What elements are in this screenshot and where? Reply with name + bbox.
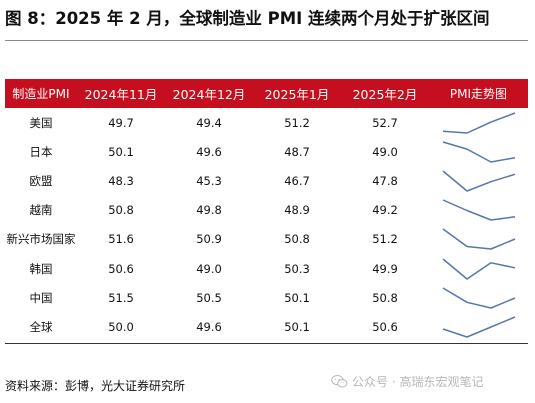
pmi-value-cell: 50.8: [372, 290, 398, 305]
watermark-text: 公众号 · 高瑞东宏观笔记: [352, 374, 484, 389]
sparkline-cell: [429, 283, 528, 312]
sparkline-cell: [429, 225, 528, 254]
pmi-value-cell: 50.8: [284, 232, 310, 247]
pmi-value-cell: 50.1: [108, 144, 134, 159]
sparkline-line: [442, 170, 515, 192]
col-header-indicator: 制造业PMI: [5, 79, 77, 108]
pmi-sparkline: [442, 287, 515, 309]
sparkline-cell: [429, 254, 528, 283]
pmi-value-cell: 47.8: [372, 173, 398, 188]
pmi-value-cell: 50.3: [284, 261, 310, 276]
sparkline-cell: [429, 166, 528, 195]
pmi-value-cell: 49.7: [108, 115, 134, 130]
sparkline-line: [442, 257, 515, 280]
pmi-value-cell: 49.0: [196, 261, 222, 276]
table-row: 欧盟 48.3 45.3 46.7 47.8: [5, 166, 528, 195]
sparkline-line: [442, 141, 515, 163]
col-header-2024-11: 2024年11月: [77, 79, 165, 108]
pmi-value-cell: 49.9: [372, 261, 398, 276]
table-row: 全球 50.0 49.6 50.1 50.6: [5, 312, 528, 341]
pmi-sparkline: [442, 111, 515, 134]
table-row: 越南 50.8 49.8 48.9 49.2: [5, 196, 528, 225]
row-label: 新兴市场国家: [6, 232, 76, 247]
watermark: 公众号 · 高瑞东宏观笔记: [331, 371, 483, 391]
sparkline-line: [442, 228, 515, 251]
row-label: 越南: [29, 203, 53, 218]
pmi-sparkline: [442, 257, 515, 280]
wechat-icon: [331, 374, 348, 387]
table-row: 美国 49.7 49.4 51.2 52.7: [5, 108, 528, 137]
table-bottom-rule: [5, 343, 528, 344]
table-row: 中国 51.5 50.5 50.1 50.8: [5, 283, 528, 312]
pmi-table: 制造业PMI 2024年11月 2024年12月 2025年1月 2025年2月…: [5, 79, 528, 342]
pmi-value-cell: 49.4: [196, 115, 222, 130]
sparkline-cell: [429, 137, 528, 166]
col-header-2025-02: 2025年2月: [341, 79, 429, 108]
pmi-value-cell: 50.1: [284, 290, 310, 305]
table-row: 韩国 50.6 49.0 50.3 49.9: [5, 254, 528, 283]
pmi-value-cell: 50.6: [108, 261, 134, 276]
pmi-value-cell: 50.9: [196, 232, 222, 247]
pmi-value-cell: 52.7: [372, 115, 398, 130]
source-note: 资料来源：彭博，光大证券研究所: [5, 379, 186, 393]
pmi-value-cell: 51.5: [108, 290, 134, 305]
pmi-value-cell: 48.7: [284, 144, 310, 159]
pmi-value-cell: 45.3: [196, 173, 222, 188]
col-header-2025-01: 2025年1月: [253, 79, 341, 108]
pmi-value-cell: 49.2: [372, 203, 398, 218]
row-label: 全球: [29, 319, 53, 334]
pmi-value-cell: 51.2: [372, 232, 398, 247]
pmi-value-cell: 50.8: [108, 203, 134, 218]
pmi-value-cell: 46.7: [284, 173, 310, 188]
pmi-value-cell: 50.1: [284, 319, 310, 334]
row-label: 日本: [29, 144, 53, 159]
table-header-row: 制造业PMI 2024年11月 2024年12月 2025年1月 2025年2月…: [5, 79, 528, 108]
row-label: 韩国: [29, 261, 53, 276]
pmi-value-cell: 49.8: [196, 203, 222, 218]
pmi-value-cell: 49.6: [196, 319, 222, 334]
row-label: 中国: [29, 290, 53, 305]
pmi-value-cell: 50.5: [196, 290, 222, 305]
title-divider: [5, 40, 528, 41]
pmi-sparkline: [442, 199, 515, 221]
sparkline-cell: [429, 196, 528, 225]
pmi-value-cell: 48.9: [284, 203, 310, 218]
table-row: 新兴市场国家 51.6 50.9 50.8 51.2: [5, 225, 528, 254]
pmi-sparkline: [442, 170, 515, 192]
table-row: 日本 50.1 49.6 48.7 49.0: [5, 137, 528, 166]
sparkline-line: [442, 199, 515, 221]
pmi-value-cell: 49.0: [372, 144, 398, 159]
row-label: 欧盟: [29, 173, 53, 188]
pmi-sparkline: [442, 316, 515, 338]
pmi-sparkline: [442, 228, 515, 251]
col-header-2024-12: 2024年12月: [165, 79, 253, 108]
pmi-value-cell: 51.2: [284, 115, 310, 130]
pmi-value-cell: 51.6: [108, 232, 134, 247]
pmi-sparkline: [442, 141, 515, 163]
sparkline-line: [442, 316, 515, 338]
sparkline-line: [442, 287, 515, 309]
row-label: 美国: [29, 115, 53, 130]
pmi-value-cell: 48.3: [108, 173, 134, 188]
sparkline-cell: [429, 108, 528, 137]
pmi-value-cell: 50.0: [108, 319, 134, 334]
figure-title: 图 8：2025 年 2 月，全球制造业 PMI 连续两个月处于扩张区间: [5, 9, 490, 28]
pmi-value-cell: 50.6: [372, 319, 398, 334]
pmi-value-cell: 49.6: [196, 144, 222, 159]
sparkline-cell: [429, 312, 528, 341]
col-header-trend: PMI走势图: [429, 79, 528, 108]
sparkline-line: [442, 111, 515, 134]
